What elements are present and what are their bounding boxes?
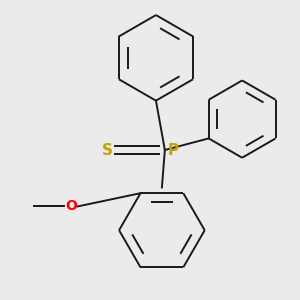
Text: S: S [102,142,113,158]
Text: O: O [66,200,77,214]
Text: P: P [168,142,179,158]
